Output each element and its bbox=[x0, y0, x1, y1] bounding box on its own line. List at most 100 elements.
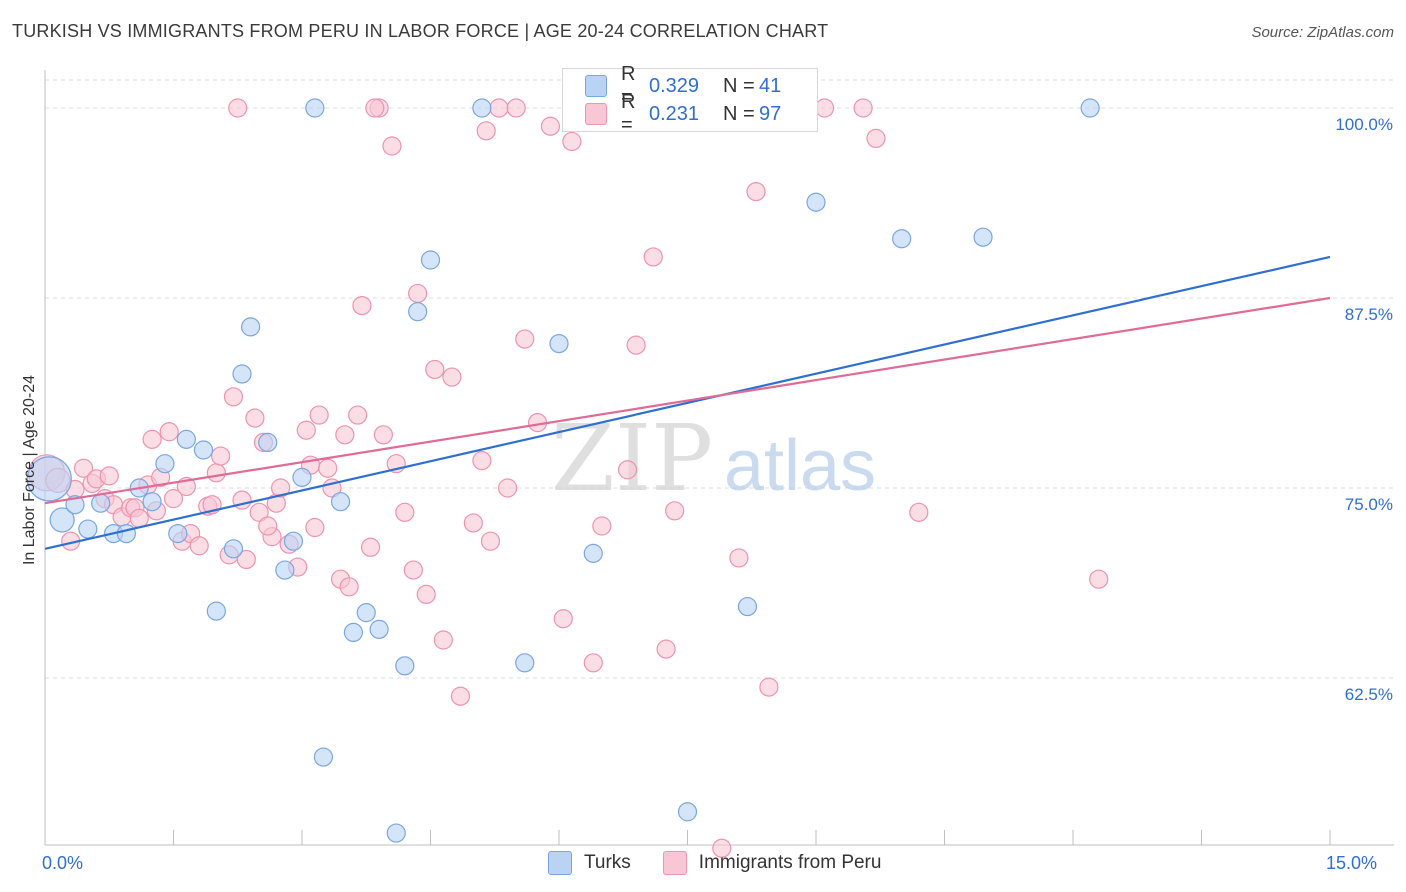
peru-point bbox=[365, 98, 385, 118]
watermark-atlas: atlas bbox=[724, 426, 876, 506]
peru-point bbox=[296, 420, 316, 440]
peru-point bbox=[665, 501, 685, 521]
peru-point bbox=[463, 513, 483, 533]
peru-point bbox=[249, 502, 269, 522]
peru-point bbox=[425, 359, 445, 380]
peru-point bbox=[211, 446, 231, 466]
peru-point bbox=[206, 463, 226, 483]
r-label: R = bbox=[621, 63, 636, 108]
turks-point bbox=[168, 523, 188, 544]
turks-point bbox=[806, 192, 826, 212]
turks-point bbox=[395, 656, 415, 676]
n-value: 41 bbox=[759, 74, 782, 97]
peru-point bbox=[245, 408, 265, 428]
legend-item-peru: Immigrants from Peru bbox=[662, 851, 881, 875]
peru-point bbox=[270, 478, 291, 498]
peru-point bbox=[759, 677, 779, 697]
turks-point bbox=[206, 601, 226, 621]
correlation-legend: R = 0.329 N = 41 R = 0.231 N = 97 bbox=[562, 63, 818, 136]
legend-row-peru: R = 0.231 N = 97 bbox=[585, 91, 782, 136]
peru-point bbox=[480, 531, 501, 551]
y-tick-label: 62.5% bbox=[1345, 685, 1393, 704]
peru-point bbox=[236, 549, 256, 570]
turks-point bbox=[292, 467, 312, 487]
turks-point bbox=[549, 334, 569, 354]
peru-point bbox=[450, 686, 471, 706]
peru-point bbox=[382, 136, 402, 156]
peru-legend-swatch bbox=[662, 851, 687, 875]
turks-point bbox=[472, 98, 492, 118]
peru-point bbox=[656, 639, 676, 659]
watermark-zip: ZIP bbox=[551, 405, 713, 512]
peru-point bbox=[433, 630, 453, 650]
peru-point bbox=[626, 335, 646, 355]
peru-point bbox=[472, 451, 492, 471]
peru-point bbox=[746, 182, 766, 202]
turks-point bbox=[892, 229, 912, 249]
peru-point bbox=[159, 422, 179, 442]
n-label: N = bbox=[723, 102, 755, 125]
peru-point bbox=[348, 405, 368, 425]
turks-point bbox=[343, 622, 363, 643]
peru-point bbox=[228, 98, 248, 118]
peru-trend-line bbox=[44, 296, 1331, 505]
x-axis-min-label: 0.0% bbox=[42, 853, 84, 873]
axes bbox=[44, 70, 1394, 846]
peru-point bbox=[553, 609, 573, 629]
peru-point bbox=[643, 247, 663, 267]
peru-point bbox=[489, 98, 509, 118]
peru-point bbox=[408, 283, 428, 304]
turks-legend-swatch bbox=[548, 851, 572, 875]
series-legend: Turks Immigrants from Peru bbox=[548, 851, 913, 875]
turks-point bbox=[155, 454, 175, 474]
r-value: 0.231 bbox=[649, 102, 700, 125]
chart-title: TURKISH VS IMMIGRANTS FROM PERU IN LABOR… bbox=[12, 21, 829, 41]
legend-item-turks: Turks bbox=[548, 851, 631, 875]
turks-point bbox=[677, 802, 698, 822]
peru-point bbox=[339, 577, 359, 597]
peru-point bbox=[617, 460, 638, 480]
source-credit: Source: ZipAtlas.com bbox=[1251, 24, 1394, 41]
turks-point bbox=[386, 823, 406, 843]
turks-point bbox=[420, 250, 441, 270]
peru-point bbox=[142, 429, 162, 449]
y-tick-labels: 100.0% 87.5% 75.0% 62.5% bbox=[1335, 115, 1393, 704]
peru-point bbox=[305, 517, 325, 538]
turks-point bbox=[275, 560, 295, 580]
y-tick-label: 75.0% bbox=[1345, 495, 1393, 514]
turks-point bbox=[241, 317, 261, 337]
peru-point bbox=[814, 98, 835, 118]
peru-point bbox=[540, 116, 561, 136]
turks-point bbox=[313, 747, 334, 767]
turks-legend-label: Turks bbox=[584, 852, 631, 873]
turks-point bbox=[223, 539, 244, 559]
peru-point bbox=[223, 387, 244, 407]
peru-point bbox=[515, 329, 535, 349]
turks-point bbox=[283, 531, 304, 551]
turks-point bbox=[193, 440, 214, 460]
turks-swatch bbox=[585, 75, 607, 97]
peru-point bbox=[395, 502, 415, 522]
peru-point bbox=[373, 425, 393, 445]
turks-point bbox=[78, 519, 98, 539]
peru-point bbox=[258, 516, 278, 536]
peru-point bbox=[416, 584, 436, 605]
peru-point bbox=[498, 478, 518, 498]
peru-point bbox=[909, 502, 929, 522]
y-tick-label: 100.0% bbox=[1335, 115, 1393, 134]
turks-point bbox=[973, 227, 993, 247]
turks-point bbox=[737, 596, 758, 617]
peru-point bbox=[729, 548, 749, 568]
legend-row-turks: R = 0.329 N = 41 bbox=[585, 63, 782, 108]
peru-point bbox=[360, 537, 381, 557]
turks-trend-line bbox=[44, 255, 1331, 550]
turks-point bbox=[369, 619, 389, 639]
peru-point bbox=[318, 458, 338, 478]
peru-point bbox=[476, 121, 496, 141]
r-label: R = bbox=[621, 91, 636, 136]
peru-point bbox=[352, 296, 372, 316]
turks-point bbox=[356, 603, 376, 623]
turks-point bbox=[330, 492, 351, 512]
n-value: 97 bbox=[759, 102, 782, 125]
